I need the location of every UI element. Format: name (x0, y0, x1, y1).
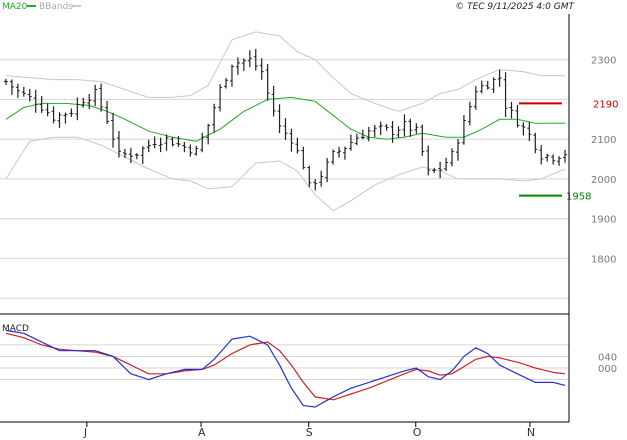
price-y-tick-label: 1900 (591, 215, 616, 226)
legend-bbands-swatch (72, 5, 81, 7)
resistance-label: 2190 (593, 99, 618, 110)
bollinger-upper-band (5, 31, 565, 112)
macd-gridlines (0, 344, 569, 381)
x-axis-month-label: S (306, 426, 313, 439)
x-axis-month-label: A (198, 426, 206, 439)
x-axis-month-label: N (527, 426, 535, 439)
x-axis-month-label: O (413, 426, 422, 439)
price-y-tick-label: 1800 (591, 254, 616, 265)
legend-bbands: BBands (39, 2, 73, 12)
price-y-tick-label: 2100 (591, 135, 616, 146)
price-y-tick-label: 2000 (591, 175, 616, 186)
ma20-line (5, 96, 565, 142)
x-axis-month-label: J (83, 426, 87, 439)
support-label: 1958 (566, 192, 591, 203)
macd-line (5, 329, 566, 408)
legend-ma20-swatch (27, 5, 36, 7)
price-y-tick-label: 2300 (591, 56, 616, 67)
macd-signal-line (5, 332, 566, 401)
price-y-tick-labels: 2300 2100 2000 1900 1800 (591, 56, 616, 266)
bollinger-lower-band (5, 136, 566, 212)
legend-ma20: MA20 (2, 2, 28, 12)
price-bars (3, 48, 568, 191)
legend-macd: MACD (2, 324, 29, 334)
macd-y-tick-label: 040 (598, 352, 617, 363)
macd-y-tick-label: 000 (598, 364, 617, 375)
copyright-stamp: © TEC 9/11/2025 4:0 GMT (455, 2, 575, 12)
